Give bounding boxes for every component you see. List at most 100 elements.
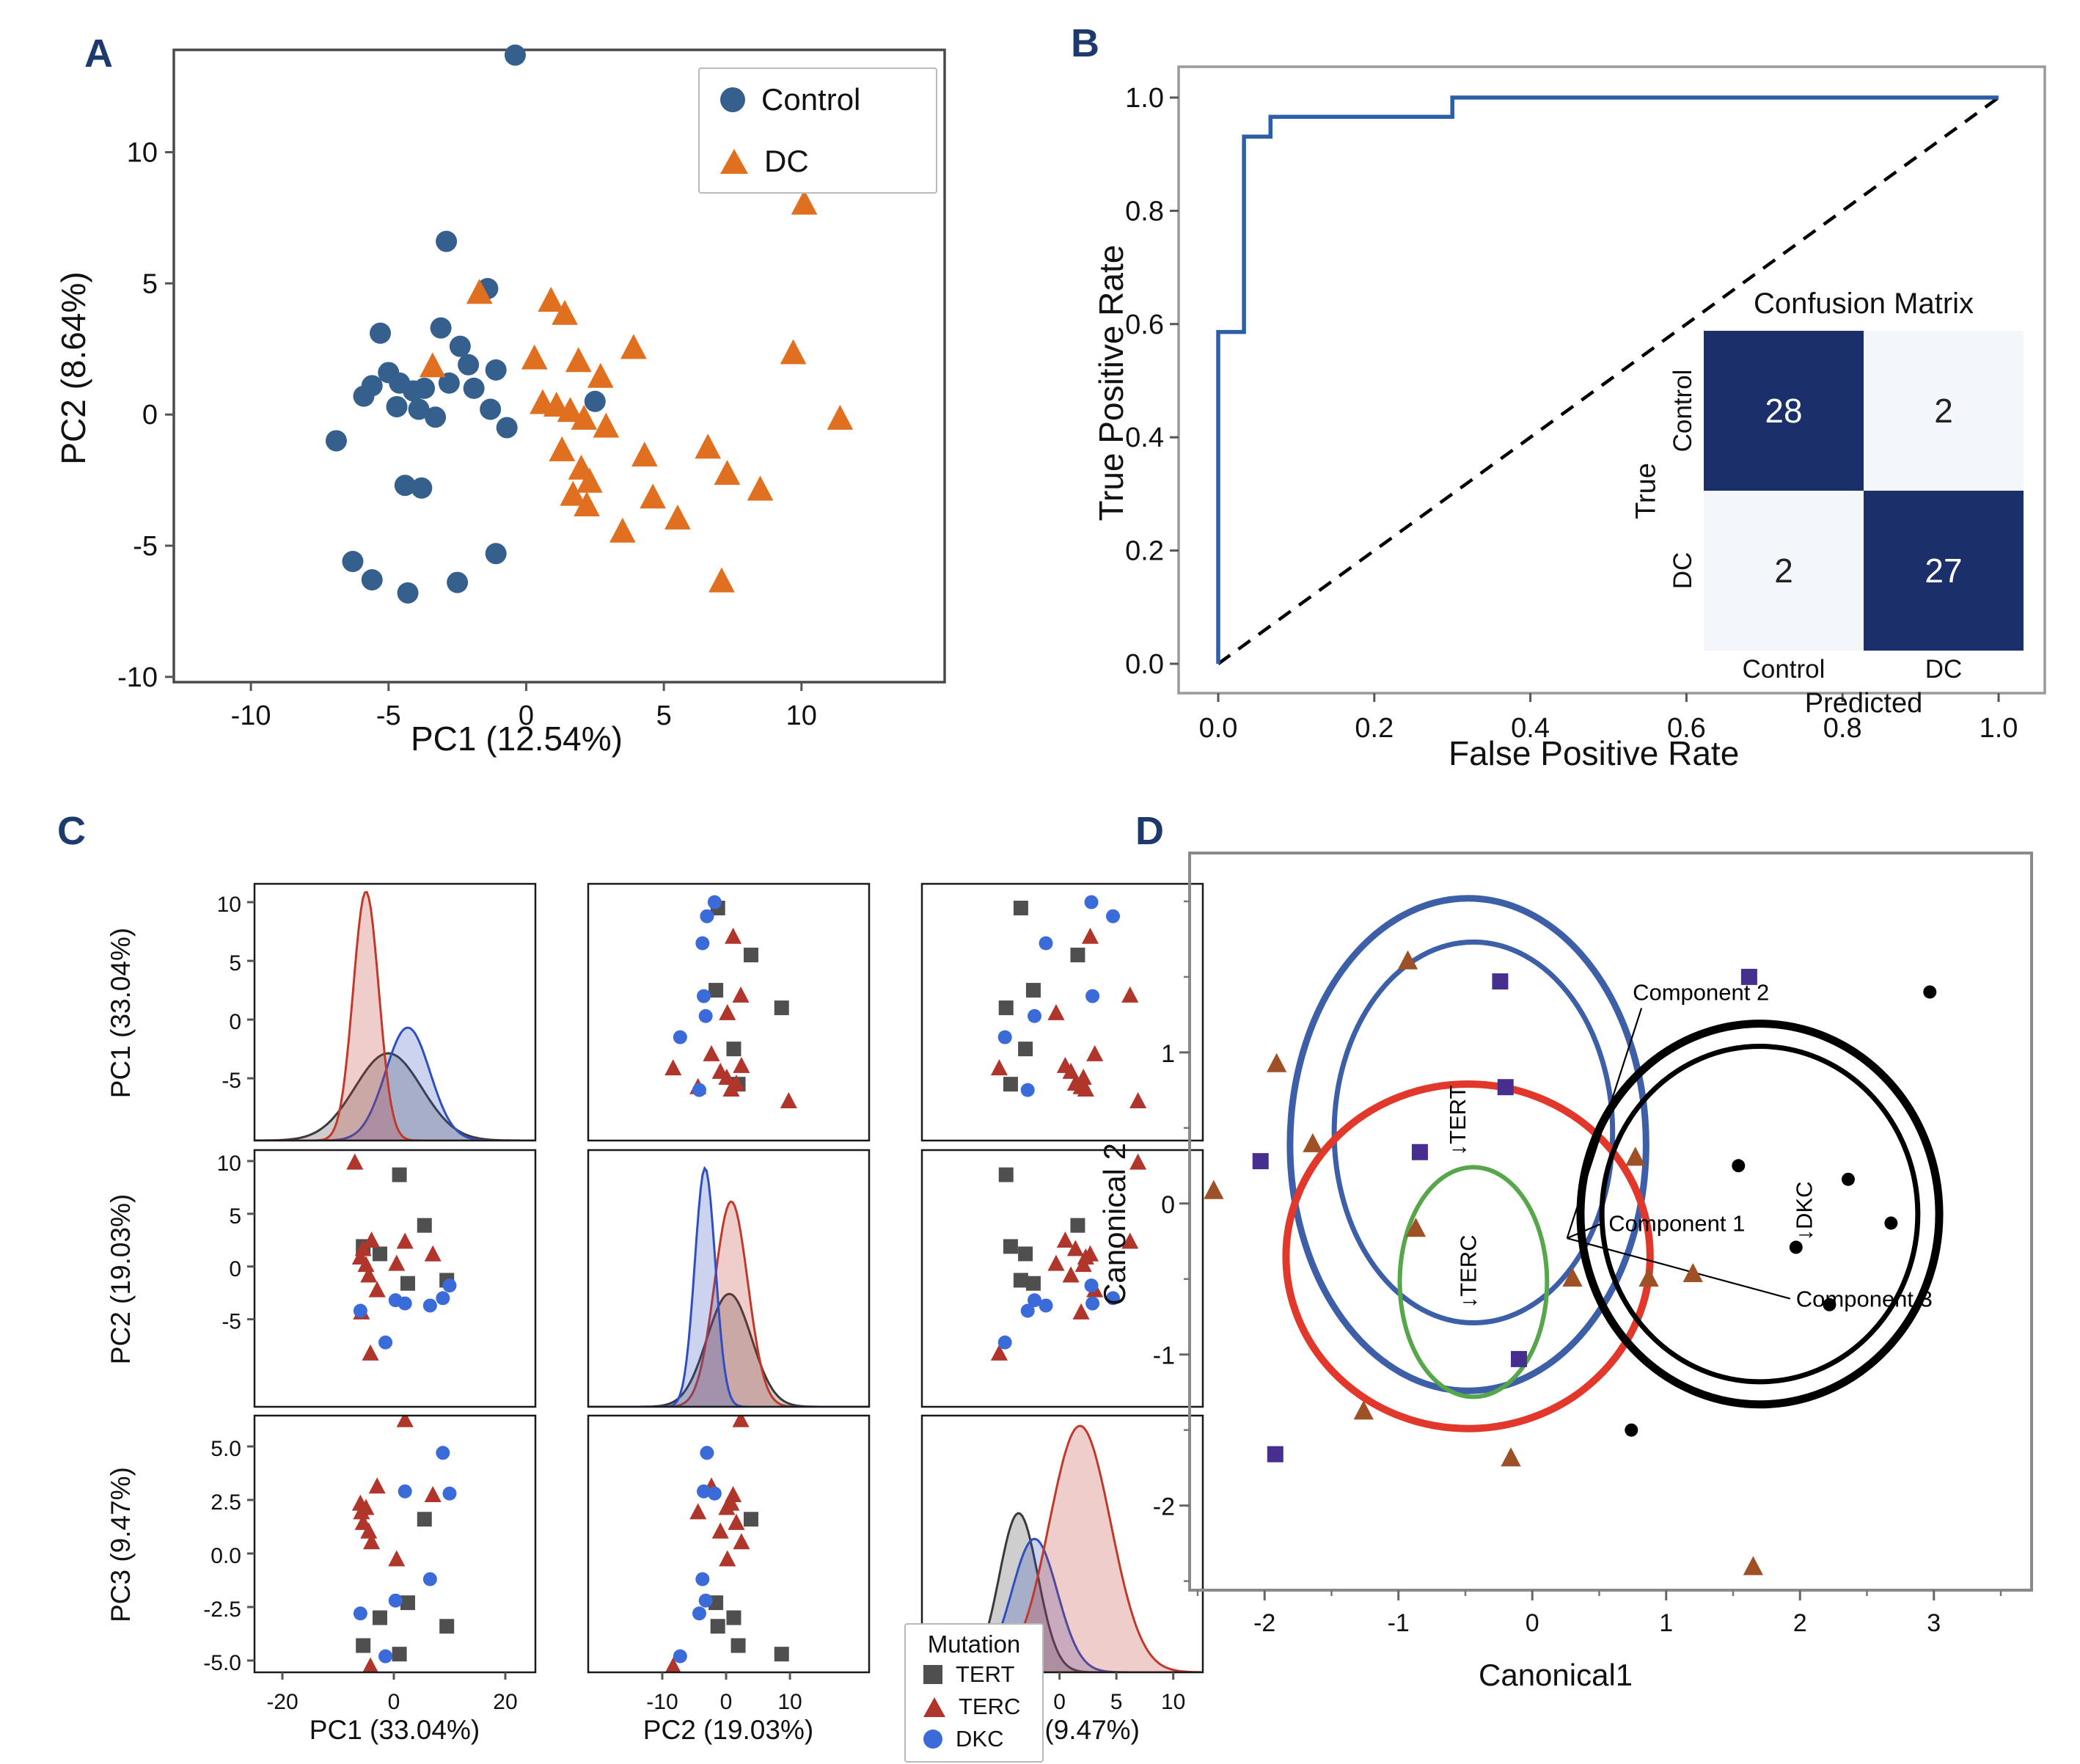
- cell-frame: [253, 1149, 537, 1408]
- group-ellipse-dkc-inner: [1599, 1044, 1921, 1385]
- cm-cell-true-dc-pred-control: 2: [1704, 491, 1864, 651]
- group-label-terc: ↓TERC: [1456, 1235, 1482, 1309]
- plot-frame: [1188, 852, 2033, 1592]
- scatter-point-control: [370, 322, 392, 344]
- roc-plot: 0.0 0.2 0.4 0.6 0.8 1.0 0.0 0.2 0.4 0.6 0.8 1.0: [1125, 65, 2046, 744]
- x-tick-label: 0: [720, 1690, 733, 1714]
- scatter-point-dc: [521, 344, 548, 370]
- cell-frame: [587, 882, 871, 1142]
- canonical-point-tert: [1411, 1143, 1428, 1160]
- pair-point-dkc: [422, 1298, 437, 1313]
- pairplot-cell: [588, 1165, 869, 1407]
- pair-point-tert: [1025, 1276, 1041, 1291]
- y-tick-label: 0.8: [1125, 196, 1164, 227]
- panel-a-ylabel: PC2 (8.64%): [54, 271, 92, 465]
- scatter-point-control: [447, 571, 469, 593]
- pair-point-dkc: [353, 1303, 367, 1318]
- pair-point-terc: [725, 927, 742, 944]
- confusion-matrix-title: Confusion Matrix: [1753, 288, 1974, 320]
- scatter-point-control: [485, 359, 507, 381]
- pair-point-dkc: [1085, 1296, 1100, 1311]
- canonical-point-terc: [1562, 1267, 1583, 1287]
- scatter-point-control: [361, 569, 383, 591]
- pair-point-terc: [1056, 1231, 1074, 1248]
- annotation-line-2: [1567, 1222, 1603, 1240]
- pair-point-terc: [368, 1477, 386, 1494]
- pair-point-dkc: [695, 936, 710, 951]
- canonical-point-terc: [1266, 1053, 1287, 1072]
- pair-point-tert: [774, 1647, 789, 1662]
- annotation-line-3: [1567, 1237, 1791, 1300]
- panel-b-ylabel: True Positive Rate: [1092, 244, 1130, 521]
- y-tick-label: 0.2: [1125, 536, 1164, 567]
- cm-cell-true-control-pred-control: 28: [1704, 331, 1864, 491]
- x-tick-label: 0.0: [1199, 713, 1238, 744]
- cm-col-label-control: Control: [1742, 655, 1826, 684]
- pair-point-terc: [1081, 1245, 1099, 1262]
- pair-point-dkc: [1106, 909, 1121, 923]
- pair-point-terc: [725, 1485, 742, 1502]
- scatter-point-control: [397, 582, 419, 604]
- cm-cell-true-control-pred-dc: 2: [1864, 331, 2024, 491]
- pair-point-terc: [1129, 1091, 1147, 1108]
- pair-point-dkc: [1084, 1278, 1099, 1293]
- scatter-point-dc: [747, 475, 774, 501]
- cm-row-label-dc: DC: [1669, 552, 1697, 590]
- scatter-point-control: [504, 44, 526, 66]
- pair-point-dkc: [698, 1593, 713, 1608]
- canonical-point-terc: [1397, 950, 1418, 970]
- panel-c-col2-xlabel: PC2 (19.03%): [642, 1715, 814, 1745]
- y-tick-label: 0.6: [1125, 310, 1164, 340]
- pair-point-dkc: [673, 1649, 687, 1664]
- pair-point-terc: [703, 1044, 720, 1061]
- panel-c-col1-xlabel: PC1 (33.04%): [309, 1715, 480, 1745]
- pair-point-dkc: [692, 1606, 706, 1621]
- pair-point-terc: [388, 1254, 406, 1271]
- pair-point-tert: [439, 1619, 455, 1634]
- pair-point-terc: [1121, 1232, 1139, 1249]
- scatter-point-control: [463, 377, 485, 399]
- annotation-label-component-3: Component 3: [1796, 1287, 1933, 1312]
- group-ellipse-terc-outer: [1282, 1080, 1654, 1432]
- scatter-point-dc: [791, 189, 818, 215]
- pairplot-cell: [351, 1416, 457, 1672]
- canonical-point-terc: [1353, 1400, 1374, 1420]
- group-ellipse-terc-inner: [1397, 1165, 1550, 1399]
- pair-point-terc: [990, 1059, 1008, 1076]
- x-tick-label: 10: [777, 1690, 802, 1714]
- cm-row-label-control: Control: [1669, 369, 1697, 453]
- pair-point-dkc: [700, 909, 714, 923]
- canonical-point-tert: [1267, 1446, 1283, 1463]
- x-tick-label: 2: [1793, 1609, 1807, 1637]
- pair-point-terc: [424, 1245, 442, 1262]
- panel-b-letter: B: [1071, 21, 1099, 65]
- group-label-dkc: ↓DKC: [1792, 1182, 1817, 1241]
- pair-point-tert: [730, 1638, 746, 1653]
- x-tick-label: 20: [493, 1690, 517, 1714]
- scatter-point-dc: [587, 362, 614, 388]
- pair-point-tert: [392, 1647, 407, 1662]
- pair-point-terc: [728, 1074, 745, 1091]
- pair-point-terc: [1072, 1303, 1090, 1320]
- scatter-point-dc: [549, 436, 576, 461]
- pair-point-dkc: [353, 1606, 367, 1621]
- x-tick-label: -10: [231, 700, 271, 731]
- panel-d-letter: D: [1135, 809, 1164, 853]
- pair-point-terc: [368, 1281, 386, 1298]
- pair-point-tert: [417, 1512, 432, 1527]
- scatter-point-dc: [565, 347, 592, 373]
- x-tick-label: 10: [1161, 1690, 1185, 1714]
- x-tick-label: 0.8: [1823, 713, 1862, 744]
- cell-frame: [920, 882, 1204, 1142]
- panel-b-roc-curve: B 0.0 0.2 0.4 0.6 0.8 1.0 0.0 0.2 0.4 0.6 0.8 1.0 F…: [1041, 0, 2080, 1064]
- pair-point-terc: [396, 1232, 414, 1249]
- canonical-point-tert: [1510, 1350, 1527, 1367]
- y-tick-label: 5.0: [210, 1437, 241, 1461]
- pair-point-terc: [1074, 1256, 1092, 1273]
- scatter-point-control: [353, 385, 375, 407]
- x-tick-label: -1: [1388, 1609, 1410, 1637]
- pairplot-cell: [254, 890, 535, 1141]
- pair-point-terc: [1129, 1153, 1147, 1170]
- panel-b-xlabel: False Positive Rate: [1449, 734, 1740, 772]
